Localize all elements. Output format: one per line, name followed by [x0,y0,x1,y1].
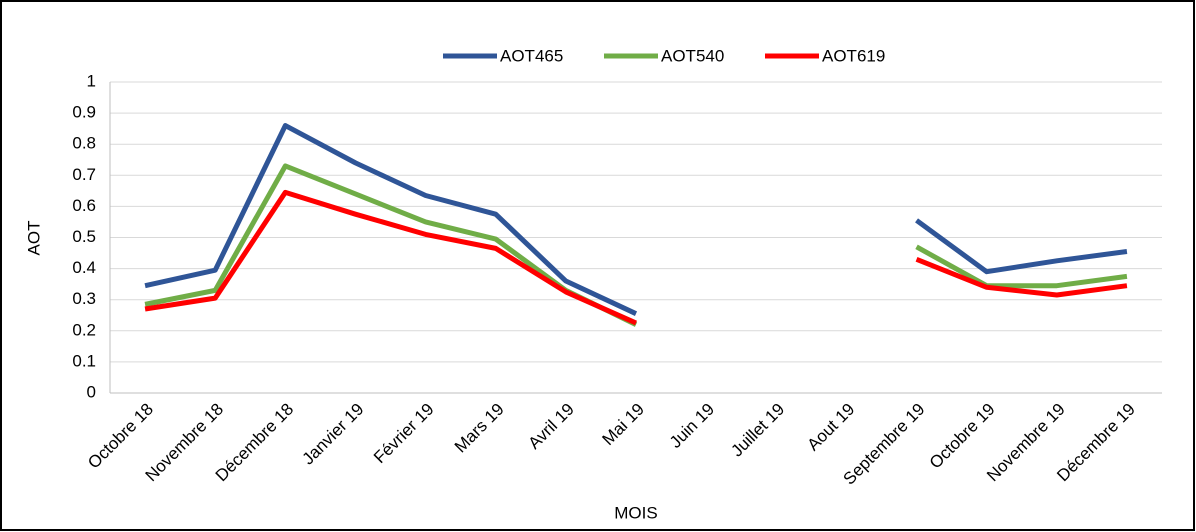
series-line [144,189,1128,326]
y-tick-label: 0.8 [72,134,96,153]
y-tick-label: 0.5 [72,227,96,246]
legend-label: AOT540 [661,46,724,65]
legend-label: AOT619 [822,46,885,65]
x-axis-label: MOIS [614,503,657,522]
y-axis-label: AOT [24,221,43,256]
y-tick-label: 0.3 [72,289,96,308]
legend-label: AOT465 [500,46,563,65]
y-tick-label: 0.2 [72,320,96,339]
y-tick-label: 0.4 [72,258,96,277]
y-tick-label: 0.6 [72,196,96,215]
y-tick-label: 1 [87,71,96,90]
y-tick-label: 0 [87,382,96,401]
y-tick-label: 0.1 [72,351,96,370]
y-tick-label: 0.9 [72,103,96,122]
series-line [144,123,1128,316]
y-tick-label: 0.7 [72,165,96,184]
